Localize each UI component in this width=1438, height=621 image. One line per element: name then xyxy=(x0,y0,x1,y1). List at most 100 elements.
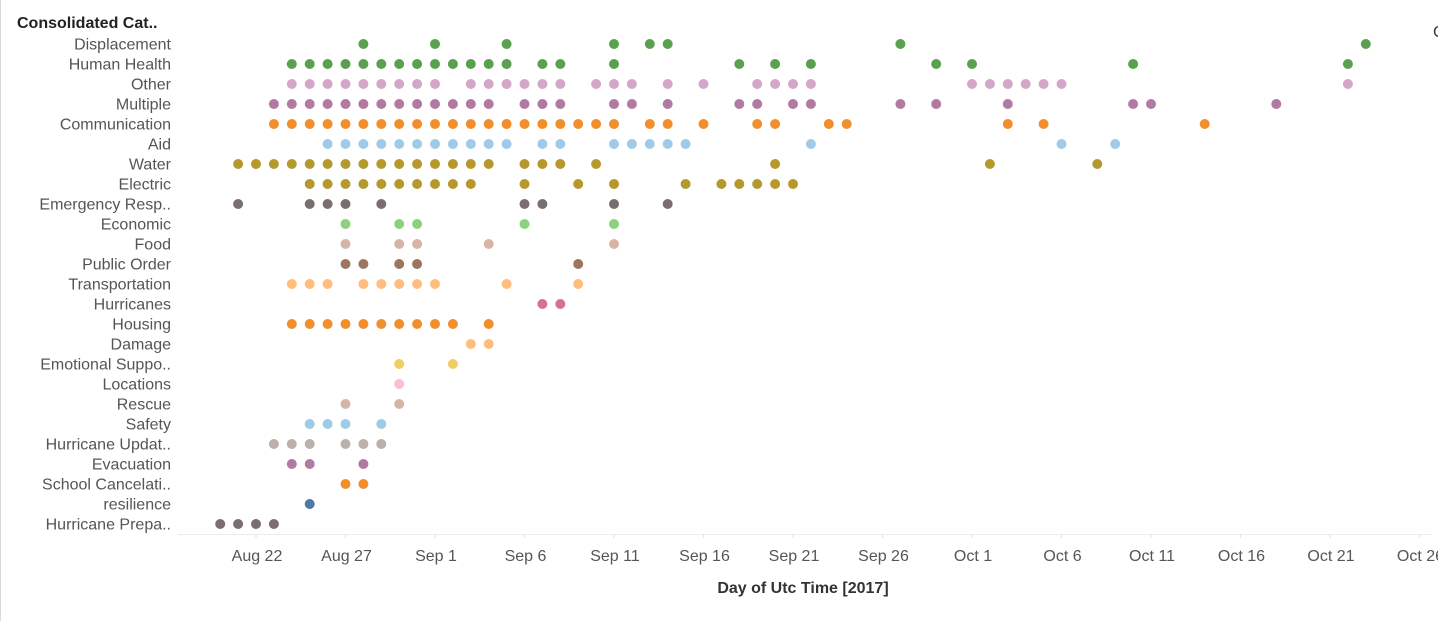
data-point[interactable] xyxy=(358,119,369,129)
data-point[interactable] xyxy=(394,59,405,69)
data-point[interactable] xyxy=(430,79,440,89)
data-point[interactable] xyxy=(215,519,226,529)
data-point[interactable] xyxy=(752,99,763,109)
data-point[interactable] xyxy=(895,39,906,49)
data-point[interactable] xyxy=(609,239,619,249)
data-point[interactable] xyxy=(662,119,673,129)
data-point[interactable] xyxy=(609,139,619,149)
data-point[interactable] xyxy=(394,139,405,149)
data-point[interactable] xyxy=(662,99,673,109)
data-point[interactable] xyxy=(358,139,369,149)
data-point[interactable] xyxy=(573,279,584,289)
data-point[interactable] xyxy=(358,39,369,49)
data-point[interactable] xyxy=(501,139,512,149)
data-point[interactable] xyxy=(752,119,763,129)
data-point[interactable] xyxy=(537,299,548,309)
data-point[interactable] xyxy=(358,79,369,89)
data-point[interactable] xyxy=(376,79,387,89)
data-point[interactable] xyxy=(519,199,530,209)
data-point[interactable] xyxy=(734,179,745,189)
data-point[interactable] xyxy=(430,119,440,129)
data-point[interactable] xyxy=(483,339,494,349)
data-point[interactable] xyxy=(394,179,405,189)
data-point[interactable] xyxy=(770,119,781,129)
data-point[interactable] xyxy=(376,59,387,69)
data-point[interactable] xyxy=(662,79,673,89)
data-point[interactable] xyxy=(519,99,530,109)
data-point[interactable] xyxy=(662,39,673,49)
data-point[interactable] xyxy=(465,79,476,89)
data-point[interactable] xyxy=(394,359,405,369)
data-point[interactable] xyxy=(931,99,942,109)
data-point[interactable] xyxy=(805,99,816,109)
data-point[interactable] xyxy=(967,79,977,89)
data-point[interactable] xyxy=(286,119,297,129)
data-point[interactable] xyxy=(805,59,816,69)
data-point[interactable] xyxy=(1271,99,1282,109)
data-point[interactable] xyxy=(555,119,566,129)
data-point[interactable] xyxy=(430,139,440,149)
data-point[interactable] xyxy=(501,279,512,289)
data-point[interactable] xyxy=(376,159,387,169)
data-point[interactable] xyxy=(1342,59,1353,69)
data-point[interactable] xyxy=(447,179,458,189)
data-point[interactable] xyxy=(465,59,476,69)
data-point[interactable] xyxy=(465,99,476,109)
data-point[interactable] xyxy=(1092,159,1103,169)
data-point[interactable] xyxy=(609,119,619,129)
data-point[interactable] xyxy=(788,79,798,89)
data-point[interactable] xyxy=(483,159,494,169)
data-point[interactable] xyxy=(662,139,673,149)
data-point[interactable] xyxy=(483,239,494,249)
data-point[interactable] xyxy=(483,119,494,129)
data-point[interactable] xyxy=(537,159,548,169)
data-point[interactable] xyxy=(304,419,315,429)
data-point[interactable] xyxy=(555,299,566,309)
data-point[interactable] xyxy=(609,39,619,49)
data-point[interactable] xyxy=(680,139,691,149)
data-point[interactable] xyxy=(304,119,315,129)
data-point[interactable] xyxy=(447,159,458,169)
data-point[interactable] xyxy=(340,479,351,489)
data-point[interactable] xyxy=(537,139,548,149)
data-point[interactable] xyxy=(698,119,709,129)
data-point[interactable] xyxy=(573,179,584,189)
data-point[interactable] xyxy=(376,439,387,449)
data-point[interactable] xyxy=(286,459,297,469)
data-point[interactable] xyxy=(501,59,512,69)
data-point[interactable] xyxy=(591,119,602,129)
data-point[interactable] xyxy=(286,159,297,169)
data-point[interactable] xyxy=(788,179,798,189)
data-point[interactable] xyxy=(412,139,423,149)
data-point[interactable] xyxy=(376,419,387,429)
data-point[interactable] xyxy=(1342,79,1353,89)
data-point[interactable] xyxy=(340,399,351,409)
data-point[interactable] xyxy=(340,159,351,169)
data-point[interactable] xyxy=(447,319,458,329)
data-point[interactable] xyxy=(358,279,369,289)
data-point[interactable] xyxy=(286,79,297,89)
data-point[interactable] xyxy=(376,199,387,209)
data-point[interactable] xyxy=(465,339,476,349)
data-point[interactable] xyxy=(609,179,619,189)
data-point[interactable] xyxy=(340,59,351,69)
data-point[interactable] xyxy=(304,79,315,89)
data-point[interactable] xyxy=(304,99,315,109)
data-point[interactable] xyxy=(483,59,494,69)
data-point[interactable] xyxy=(609,219,619,229)
data-point[interactable] xyxy=(555,139,566,149)
data-point[interactable] xyxy=(1146,99,1156,109)
data-point[interactable] xyxy=(644,39,655,49)
data-point[interactable] xyxy=(322,199,333,209)
data-point[interactable] xyxy=(752,179,763,189)
data-point[interactable] xyxy=(340,79,351,89)
data-point[interactable] xyxy=(483,319,494,329)
data-point[interactable] xyxy=(430,99,440,109)
data-point[interactable] xyxy=(340,239,351,249)
data-point[interactable] xyxy=(555,59,566,69)
data-point[interactable] xyxy=(412,119,423,129)
data-point[interactable] xyxy=(412,179,423,189)
data-point[interactable] xyxy=(233,519,244,529)
data-point[interactable] xyxy=(376,119,387,129)
data-point[interactable] xyxy=(340,119,351,129)
